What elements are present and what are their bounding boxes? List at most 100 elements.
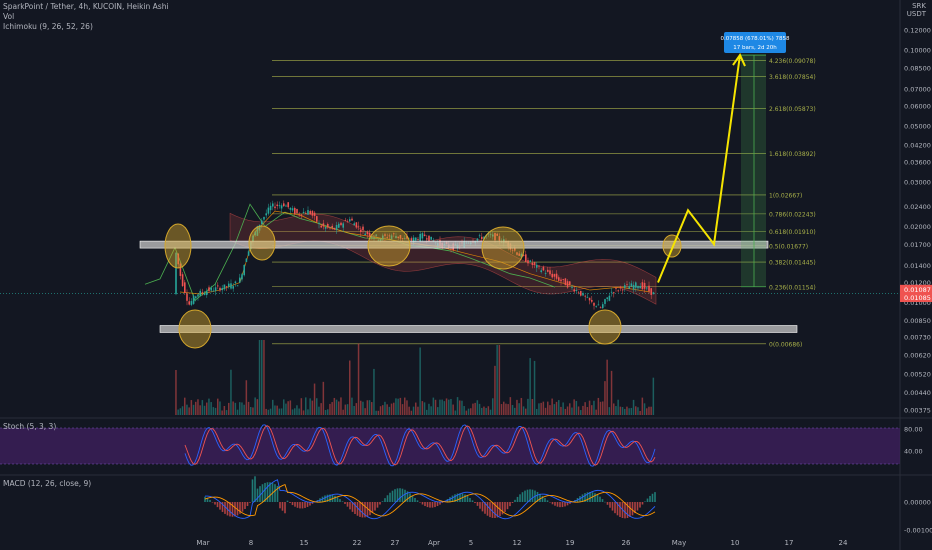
macd-histogram-bar — [249, 502, 251, 503]
macd-histogram-bar — [381, 501, 384, 502]
candle-body — [201, 292, 204, 293]
macd-histogram-bar — [339, 499, 341, 502]
volume-bar — [516, 399, 518, 415]
macd-histogram-bar — [286, 500, 289, 502]
candle-body — [175, 252, 177, 295]
candle-body — [584, 295, 586, 297]
macd-histogram-bar — [366, 502, 369, 517]
candle-body — [412, 237, 415, 243]
volume-bar — [492, 398, 494, 415]
candle-body — [538, 265, 540, 267]
candle-body — [267, 207, 270, 214]
volume-bar — [558, 400, 560, 415]
candle-body — [597, 304, 600, 306]
macd-histogram-bar — [344, 502, 346, 504]
macd-histogram-bar — [586, 492, 589, 502]
stoch-pane[interactable] — [0, 424, 900, 467]
volume-bar — [476, 400, 479, 415]
candle-body — [265, 213, 267, 216]
macd-histogram-bar — [389, 492, 391, 502]
volume-bar — [364, 408, 366, 415]
candle-body — [351, 218, 353, 221]
macd-histogram-bar — [506, 502, 509, 510]
volume-bar — [296, 405, 298, 415]
candle-body — [560, 279, 562, 282]
candle-body — [489, 234, 492, 236]
macd-tick-label: 0.00000 — [904, 499, 931, 507]
stoch-k-line — [184, 424, 656, 467]
volume-bar — [635, 406, 637, 415]
macd-histogram-bar — [611, 502, 614, 511]
volume-legend[interactable]: Vol — [3, 12, 15, 21]
macd-legend[interactable]: MACD (12, 26, close, 9) — [3, 479, 92, 488]
macd-histogram-bar — [594, 493, 596, 502]
volume-bar — [250, 406, 252, 415]
volume-bar — [500, 404, 503, 415]
price-tick-label: 0.00520 — [904, 371, 931, 379]
macd-histogram-bar — [351, 502, 354, 512]
macd-histogram-bar — [439, 502, 441, 505]
volume-bar — [208, 398, 210, 415]
price-axis[interactable]: 0.12000 0.10000 0.08500 0.07000 0.06000 0.050… — [900, 27, 932, 535]
candle-body — [573, 289, 575, 292]
volume-bar — [643, 403, 646, 415]
candle-body — [179, 263, 182, 276]
candle-body — [650, 288, 652, 295]
price-tick-label: 0.00620 — [904, 351, 931, 359]
time-tick-label: May — [672, 539, 686, 547]
candle-body — [540, 270, 542, 273]
macd-histogram-bar — [386, 495, 389, 502]
macd-tick-label: -0.00100 — [904, 527, 932, 535]
volume-bar — [408, 406, 410, 415]
volume-bar — [206, 402, 208, 415]
volume-bar — [225, 410, 228, 415]
macd-histogram-bar — [369, 502, 371, 516]
candle-body — [214, 287, 217, 291]
macd-histogram-bar — [306, 502, 309, 507]
candle-body — [415, 237, 417, 241]
macd-histogram-bar — [326, 494, 329, 502]
candle-body — [195, 296, 197, 299]
volume-bar — [366, 400, 369, 415]
volume-bar — [522, 406, 525, 415]
candle-body — [219, 287, 221, 291]
macd-histogram-bar — [554, 502, 556, 506]
stoch-legend[interactable]: Stoch (5, 3, 3) — [3, 422, 57, 431]
macd-histogram-bar — [606, 502, 609, 505]
time-axis[interactable]: Mar 8 15 22 27 Apr 5 12 19 26 May 10 17 24 — [196, 539, 848, 547]
volume-bar — [430, 406, 432, 415]
macd-histogram-bar — [639, 502, 641, 508]
candle-body — [188, 301, 190, 305]
volume-bar — [549, 405, 551, 415]
volume-bar — [472, 403, 474, 415]
volume-bar — [291, 409, 294, 415]
volume-bar — [487, 406, 490, 415]
candle-body — [624, 285, 626, 288]
currency-bottom: USDT — [906, 10, 926, 18]
volume-bar — [441, 399, 443, 415]
volume-bar — [401, 404, 404, 415]
macd-histogram-bar — [436, 502, 439, 507]
candle-body — [285, 205, 287, 207]
macd-histogram-bar — [529, 489, 531, 502]
macd-signal-line — [204, 483, 656, 517]
macd-histogram-bar — [526, 489, 529, 502]
volume-bar — [410, 410, 413, 415]
candle-body — [296, 209, 298, 214]
macd-histogram-bar — [484, 502, 486, 514]
volume-bar — [641, 397, 644, 415]
currency-label[interactable]: SRK USDT — [907, 2, 926, 18]
volume-bar — [175, 370, 177, 415]
candle-body — [531, 262, 534, 265]
volume-bar — [324, 410, 327, 415]
ichimoku-legend[interactable]: Ichimoku (9, 26, 52, 26) — [3, 22, 93, 31]
macd-histogram-bar — [374, 502, 376, 511]
volume-bar — [177, 409, 179, 415]
volume-bar — [456, 397, 459, 415]
volume-bar — [588, 400, 591, 415]
measure-tooltip: 0.07858 (678.01%) 7858 17 bars, 2d 20h — [721, 32, 790, 53]
macd-pane[interactable] — [204, 476, 656, 520]
symbol-legend[interactable]: SparkPoint / Tether, 4h, KUCOIN, Heikin … — [3, 2, 169, 11]
macd-histogram-bar — [441, 502, 444, 503]
